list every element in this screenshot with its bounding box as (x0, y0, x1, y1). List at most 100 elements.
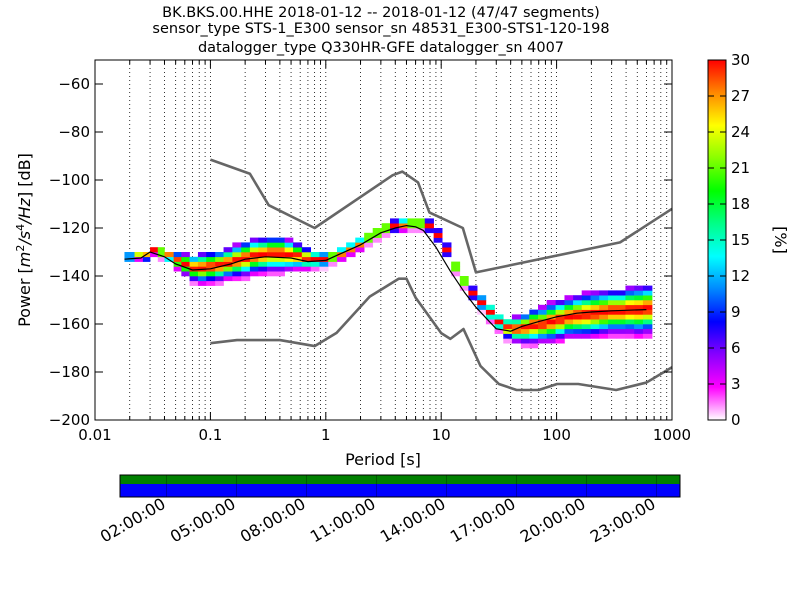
y-label-prefix: Power [ (15, 267, 34, 327)
psd-density-cell (241, 247, 251, 253)
psd-density-cell (546, 300, 556, 306)
psd-density-cell (416, 218, 426, 224)
psd-density-cell (258, 247, 268, 253)
psd-density-cell (503, 324, 513, 330)
psd-density-cell (355, 237, 365, 243)
time-tick-label: 02:00:00 (97, 494, 169, 546)
x-tick-label: 0.1 (198, 426, 222, 444)
psd-density-cell (197, 276, 207, 282)
psd-density-cell (494, 314, 504, 320)
psd-density-cell (511, 324, 522, 330)
y-tick-label: −100 (49, 171, 90, 189)
psd-density-cell (284, 237, 294, 243)
psd-density-cell (206, 280, 216, 286)
psd-density-cell (267, 242, 277, 248)
psd-density-cell (573, 314, 582, 320)
psd-density-cell (164, 252, 174, 258)
psd-density-cell (608, 319, 618, 325)
psd-density-cell (173, 252, 182, 258)
psd-density-cell (590, 319, 600, 325)
psd-density-cell (646, 304, 653, 310)
x-tick-label: 1000 (653, 426, 691, 444)
psd-density-cell (389, 223, 400, 229)
x-tick-label: 100 (542, 426, 571, 444)
psd-density-cell (608, 333, 618, 339)
psd-density-cell (232, 261, 242, 267)
psd-density-cell (546, 328, 556, 334)
psd-density-cell (546, 324, 556, 330)
psd-density-cell (520, 328, 530, 334)
psd-density-cell (642, 300, 647, 306)
psd-density-cell (267, 271, 277, 277)
psd-density-cell (511, 338, 522, 344)
psd-density-cell (241, 242, 251, 248)
psd-density-cell (608, 314, 618, 320)
psd-density-cell (599, 319, 609, 325)
psd-density-cell (364, 242, 374, 248)
psd-density-cell (503, 333, 513, 339)
psd-density-cell (355, 247, 365, 253)
psd-density-cell (573, 309, 582, 315)
title-line-1: BK.BKS.00.HHE 2018-01-12 -- 2018-01-12 (… (162, 5, 600, 21)
psd-density-cell (319, 252, 329, 258)
psd-density-cell (642, 285, 647, 291)
psd-density-cell (485, 309, 495, 315)
psd-density-cell (511, 314, 522, 320)
psd-density-cell (241, 261, 251, 267)
psd-density-cell (293, 266, 303, 272)
psd-density-cell (646, 333, 653, 339)
psd-density-cell (608, 324, 618, 330)
psd-density-cell (301, 266, 312, 272)
psd-density-cell (625, 319, 635, 325)
psd-density-cell (407, 228, 417, 234)
time-tick-label: 14:00:00 (377, 494, 449, 546)
x-tick-label: 1 (321, 426, 331, 444)
psd-density-cell (424, 218, 434, 224)
psd-density-cell (503, 338, 513, 344)
psd-density-cell (157, 256, 165, 262)
psd-density-cell (529, 338, 539, 344)
psd-density-cell (197, 252, 207, 258)
psd-density-cell (529, 319, 539, 325)
colorbar-tick-label: 27 (731, 87, 750, 105)
psd-density-cell (258, 261, 268, 267)
colorbar-tick-label: 18 (731, 195, 750, 213)
psd-density-cell (520, 314, 530, 320)
psd-density-cell (503, 328, 513, 334)
psd-density-cell (173, 266, 182, 272)
psd-density-cell (511, 333, 522, 339)
psd-density-cell (442, 247, 452, 253)
psd-density-cell (258, 266, 268, 272)
colorbar-ticks: 0 3 6 9 12 15 18 21 24 27 30 (708, 51, 750, 429)
psd-density-cell (646, 328, 653, 334)
psd-density-cell (249, 256, 259, 262)
psd-density-cell (625, 324, 635, 330)
psd-density-cell (310, 252, 320, 258)
psd-density-cell (310, 261, 320, 267)
psd-density-cell (157, 247, 165, 253)
psd-density-cell (241, 271, 251, 277)
psd-density-cell (197, 280, 207, 286)
psd-density-cell (364, 232, 374, 238)
psd-density-cell (616, 290, 626, 296)
psd-density-cell (555, 324, 565, 330)
psd-density-cell (529, 343, 539, 349)
psd-density-cell (223, 247, 233, 253)
availability-bar (120, 484, 680, 497)
psd-density-cell (546, 314, 556, 320)
psd-density-cell (564, 319, 574, 325)
psd-density-cell (206, 271, 216, 277)
psd-density-cell (328, 256, 338, 262)
psd-density-cell (573, 319, 582, 325)
psd-density-cell (599, 300, 609, 306)
noise-model-nhnm (209, 158, 673, 274)
availability-frame (119, 474, 681, 498)
psd-density-cell (150, 252, 159, 258)
psd-density-cell (328, 252, 338, 258)
psd-density-cell (538, 319, 547, 325)
psd-density-cell (215, 266, 224, 272)
psd-density-cell (646, 309, 653, 315)
colorbar-tick-label: 3 (731, 375, 741, 393)
psd-density-cell (301, 252, 312, 258)
